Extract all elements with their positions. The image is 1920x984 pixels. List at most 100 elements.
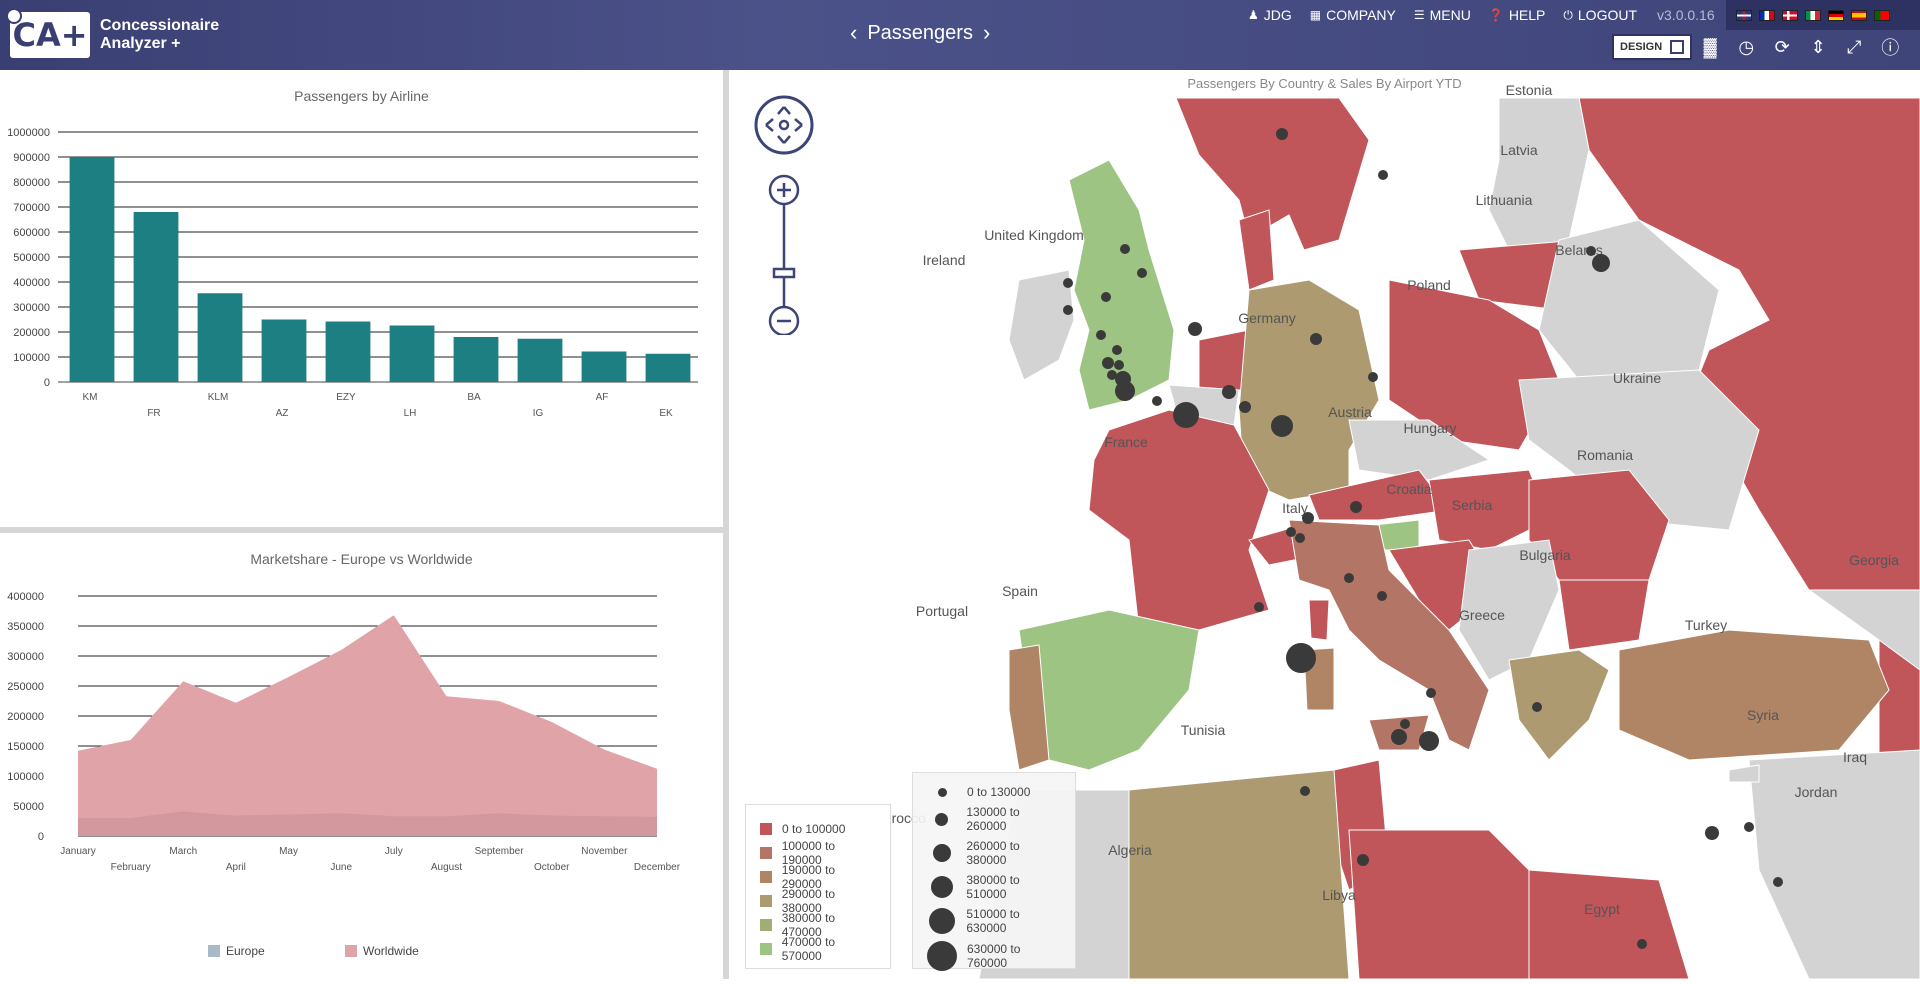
choropleth-legend-item[interactable]: 380000 to 470000 xyxy=(760,911,876,939)
airport-bubble[interactable] xyxy=(1377,591,1387,601)
choropleth-legend-item[interactable]: 0 to 100000 xyxy=(760,817,876,841)
airport-bubble[interactable] xyxy=(1586,246,1596,256)
legend-label-europe[interactable]: Europe xyxy=(226,944,265,958)
country-shape-turkey[interactable] xyxy=(1618,629,1890,761)
airport-bubble[interactable] xyxy=(1063,278,1073,288)
panel-divider-horizontal[interactable] xyxy=(0,527,723,533)
country-shape-austria[interactable] xyxy=(1308,469,1450,521)
area-series-europe[interactable] xyxy=(78,811,657,836)
airport-bubble[interactable] xyxy=(1426,688,1436,698)
country-shape-georgia[interactable] xyxy=(1807,589,1920,671)
choropleth-legend-item[interactable]: 290000 to 380000 xyxy=(760,887,876,915)
country-shape-corsica[interactable] xyxy=(1308,599,1330,641)
airport-bubble[interactable] xyxy=(1112,345,1122,355)
airport-bubble[interactable] xyxy=(1744,822,1754,832)
bubble-legend-item[interactable]: 0 to 130000 xyxy=(927,785,1061,799)
airport-bubble[interactable] xyxy=(1137,268,1147,278)
nav-user[interactable]: ♟ JDG xyxy=(1248,7,1292,23)
bar-ba[interactable] xyxy=(453,337,499,382)
flag-dk-icon[interactable] xyxy=(1782,9,1798,21)
country-shape-hungary[interactable] xyxy=(1428,469,1550,551)
bar-lh[interactable] xyxy=(389,325,435,383)
airport-bubble[interactable] xyxy=(1302,512,1314,524)
flag-de-icon[interactable] xyxy=(1828,9,1844,21)
bar-af[interactable] xyxy=(581,351,627,383)
airport-bubble[interactable] xyxy=(1115,381,1135,401)
bubble-legend-item[interactable]: 510000 to 630000 xyxy=(927,907,1061,935)
bubble-legend-item[interactable]: 380000 to 510000 xyxy=(927,873,1061,901)
airport-bubble[interactable] xyxy=(1295,533,1305,543)
airport-bubble[interactable] xyxy=(1096,330,1106,340)
bar-klm[interactable] xyxy=(197,293,243,382)
europe-map[interactable]: EstoniaLatviaLithuaniaBelarusPolandUnite… xyxy=(729,70,1920,979)
nav-company[interactable]: ▦ COMPANY xyxy=(1310,7,1396,23)
airport-bubble[interactable] xyxy=(1378,170,1388,180)
airport-bubble[interactable] xyxy=(1173,402,1199,428)
airport-bubble[interactable] xyxy=(1300,786,1310,796)
bubble-legend-item[interactable]: 630000 to 760000 xyxy=(927,941,1061,971)
country-shape-france[interactable] xyxy=(1088,409,1270,631)
airport-bubble[interactable] xyxy=(1102,357,1114,369)
airport-bubble[interactable] xyxy=(1637,939,1647,949)
country-shape-egypt[interactable] xyxy=(1528,869,1690,979)
airport-bubble[interactable] xyxy=(1271,415,1293,437)
zoom-out-icon[interactable] xyxy=(768,305,800,335)
choropleth-legend-item[interactable]: 190000 to 290000 xyxy=(760,863,876,891)
country-shape-greece[interactable] xyxy=(1508,649,1610,761)
airport-bubble[interactable] xyxy=(1120,244,1130,254)
country-shape-portugal[interactable] xyxy=(1008,644,1050,771)
nav-menu[interactable]: ☰ MENU xyxy=(1414,7,1471,23)
area-series-worldwide[interactable] xyxy=(78,615,657,836)
compress-icon[interactable]: ⇕ xyxy=(1810,36,1826,57)
airport-bubble[interactable] xyxy=(1063,305,1073,315)
country-shape-ireland[interactable] xyxy=(1008,269,1075,381)
airport-bubble[interactable] xyxy=(1368,372,1378,382)
refresh-icon[interactable]: ⟳ xyxy=(1774,36,1790,57)
airport-bubble[interactable] xyxy=(1114,360,1124,370)
airport-bubble[interactable] xyxy=(1286,643,1316,673)
clock-icon[interactable]: ◷ xyxy=(1738,36,1755,57)
choropleth-legend-item[interactable]: 100000 to 190000 xyxy=(760,839,876,867)
airport-bubble[interactable] xyxy=(1310,333,1322,345)
bar-fr[interactable] xyxy=(133,212,179,382)
airport-bubble[interactable] xyxy=(1419,731,1439,751)
bar-ek[interactable] xyxy=(645,353,691,382)
country-shape-cyprus[interactable] xyxy=(1728,764,1760,783)
bar-az[interactable] xyxy=(261,319,307,383)
airport-bubble[interactable] xyxy=(1152,396,1162,406)
airport-bubble[interactable] xyxy=(1391,729,1407,745)
country-shape-middle-east[interactable] xyxy=(1748,749,1920,979)
bar-ig[interactable] xyxy=(517,338,563,382)
country-shape-algeria[interactable] xyxy=(1128,769,1350,979)
airport-bubble[interactable] xyxy=(1400,719,1410,729)
airport-bubble[interactable] xyxy=(1107,370,1117,380)
airport-bubble[interactable] xyxy=(1276,128,1288,140)
country-shape-libya[interactable] xyxy=(1348,829,1530,979)
flag-es-icon[interactable] xyxy=(1851,9,1867,21)
bar-ezy[interactable] xyxy=(325,321,371,383)
bar-chart-icon[interactable]: ▓ xyxy=(1703,36,1717,57)
info-icon[interactable]: ⓘ xyxy=(1881,38,1900,58)
airport-bubble[interactable] xyxy=(1254,602,1264,612)
country-shape-baltics[interactable] xyxy=(1488,97,1590,251)
airport-bubble[interactable] xyxy=(1357,854,1369,866)
fullscreen-icon[interactable]: ⤢ xyxy=(1846,36,1862,57)
nav-help[interactable]: ❓ HELP xyxy=(1489,7,1546,23)
chevron-right-icon[interactable]: › xyxy=(982,20,991,45)
bar-km[interactable] xyxy=(69,157,115,382)
airport-bubble[interactable] xyxy=(1101,292,1111,302)
airport-bubble[interactable] xyxy=(1222,385,1236,399)
country-shape-czech[interactable] xyxy=(1348,419,1491,481)
airport-bubble[interactable] xyxy=(1344,573,1354,583)
flag-fr-icon[interactable] xyxy=(1759,9,1775,21)
nav-logout[interactable]: ⏻ LOGOUT xyxy=(1563,7,1637,23)
flag-gb-icon[interactable] xyxy=(1736,9,1752,21)
pan-control-icon[interactable] xyxy=(754,95,814,155)
legend-label-worldwide[interactable]: Worldwide xyxy=(363,944,419,958)
airport-bubble[interactable] xyxy=(1592,254,1610,272)
country-shape-italy[interactable] xyxy=(1288,519,1490,751)
country-shape-ukraine[interactable] xyxy=(1518,369,1760,531)
zoom-in-icon[interactable] xyxy=(768,174,800,206)
airport-bubble[interactable] xyxy=(1286,527,1296,537)
app-logo[interactable]: CA+ Concessionaire Analyzer + xyxy=(6,8,219,58)
